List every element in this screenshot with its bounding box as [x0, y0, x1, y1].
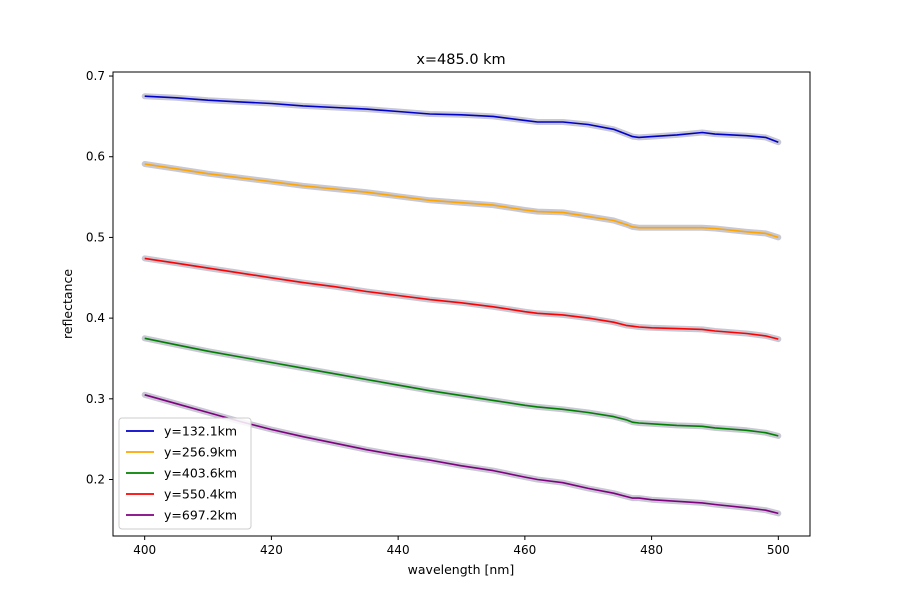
y-tick-label: 0.3 — [86, 392, 105, 406]
y-tick-label: 0.7 — [86, 69, 105, 83]
chart-title: x=485.0 km — [416, 52, 505, 68]
series-line-4 — [144, 394, 779, 515]
series-band-0 — [141, 93, 782, 146]
series-line-0 — [144, 95, 779, 143]
series-band-1 — [141, 161, 782, 241]
x-tick-label: 480 — [640, 543, 663, 557]
legend-label: y=403.6km — [164, 466, 237, 481]
y-axis-label: reflectance — [60, 269, 75, 339]
x-tick-label: 460 — [513, 543, 536, 557]
legend-label: y=256.9km — [164, 445, 237, 460]
x-tick-label: 400 — [133, 543, 156, 557]
x-axis-ticks: 400 420 440 460 480 500 — [133, 536, 790, 557]
x-tick-label: 500 — [767, 543, 790, 557]
y-tick-label: 0.4 — [86, 311, 105, 325]
y-tick-label: 0.5 — [86, 230, 105, 244]
y-axis-ticks: 0.2 0.3 0.4 0.5 0.6 0.7 — [86, 69, 113, 487]
legend-label: y=697.2km — [164, 508, 237, 523]
plot-frame — [112, 71, 811, 537]
y-tick-label: 0.2 — [86, 473, 105, 487]
series-line-1 — [144, 163, 779, 239]
series-band-3 — [141, 255, 782, 343]
legend-label: y=132.1km — [164, 424, 237, 439]
y-tick-label: 0.6 — [86, 150, 105, 164]
series-lines — [144, 95, 779, 515]
x-axis-label: wavelength [nm] — [408, 562, 515, 577]
series-line-2 — [144, 337, 779, 437]
series-line-3 — [144, 257, 779, 340]
x-tick-label: 440 — [387, 543, 410, 557]
legend: y=132.1km y=256.9km y=403.6km y=550.4km y=69… — [118, 417, 252, 530]
x-tick-label: 420 — [260, 543, 283, 557]
legend-label: y=550.4km — [164, 487, 237, 502]
legend-box — [118, 417, 252, 530]
